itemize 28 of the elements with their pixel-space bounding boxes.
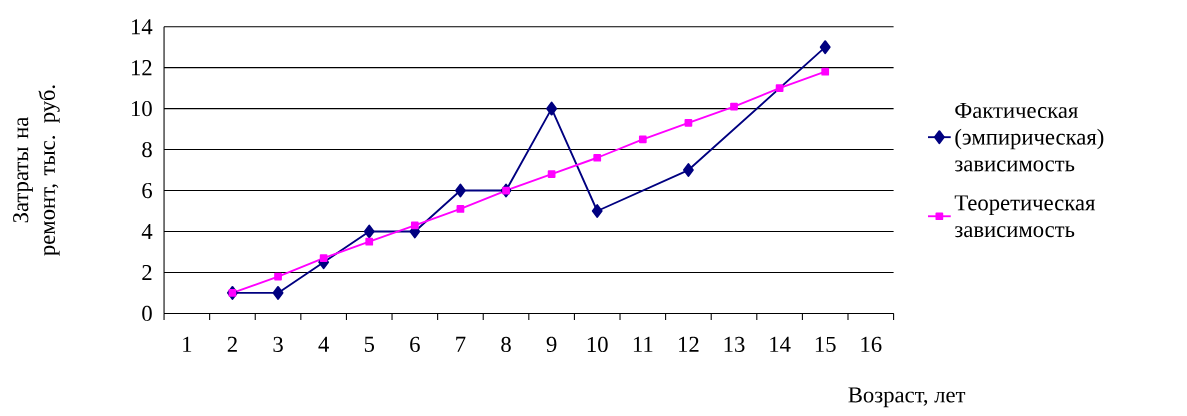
y-tick-label: 8 (142, 141, 152, 158)
x-axis-title: Возраст, лет (848, 387, 966, 408)
x-tick-label: 10 (587, 336, 608, 353)
y-tick-label: 6 (142, 182, 152, 199)
x-tick-label: 7 (456, 336, 466, 352)
y-tick-label: 0 (142, 305, 152, 322)
y-tick-label: 4 (141, 223, 153, 239)
x-tick-label: 13 (724, 336, 745, 352)
x-tick-label: 3 (273, 336, 283, 352)
y-tick-label: 2 (142, 264, 152, 280)
y-tick-label: 14 (131, 19, 153, 35)
x-tick-label: 11 (633, 336, 653, 352)
y-axis-title: Затраты на ремонт, тыс. руб. (13, 85, 60, 256)
y-tick-label: 12 (131, 60, 152, 76)
x-tick-label: 4 (318, 336, 329, 352)
x-tick-label: 14 (770, 336, 791, 352)
y-tick-label: 10 (131, 100, 152, 117)
x-tick-label: 15 (815, 336, 836, 352)
legend-label: Фактическая (эмпирическая) зависимость (954, 102, 1104, 172)
x-tick-label: 1 (183, 336, 192, 352)
legend-label: Теоретическая зависимость (954, 195, 1096, 238)
x-tick-label: 6 (410, 336, 420, 352)
x-tick-label: 2 (227, 336, 237, 352)
x-tick-label: 9 (546, 336, 557, 352)
x-tick-label: 5 (364, 336, 375, 352)
x-tick-label: 12 (679, 336, 699, 352)
x-tick-label: 16 (861, 336, 882, 352)
x-tick-label: 8 (501, 336, 511, 353)
